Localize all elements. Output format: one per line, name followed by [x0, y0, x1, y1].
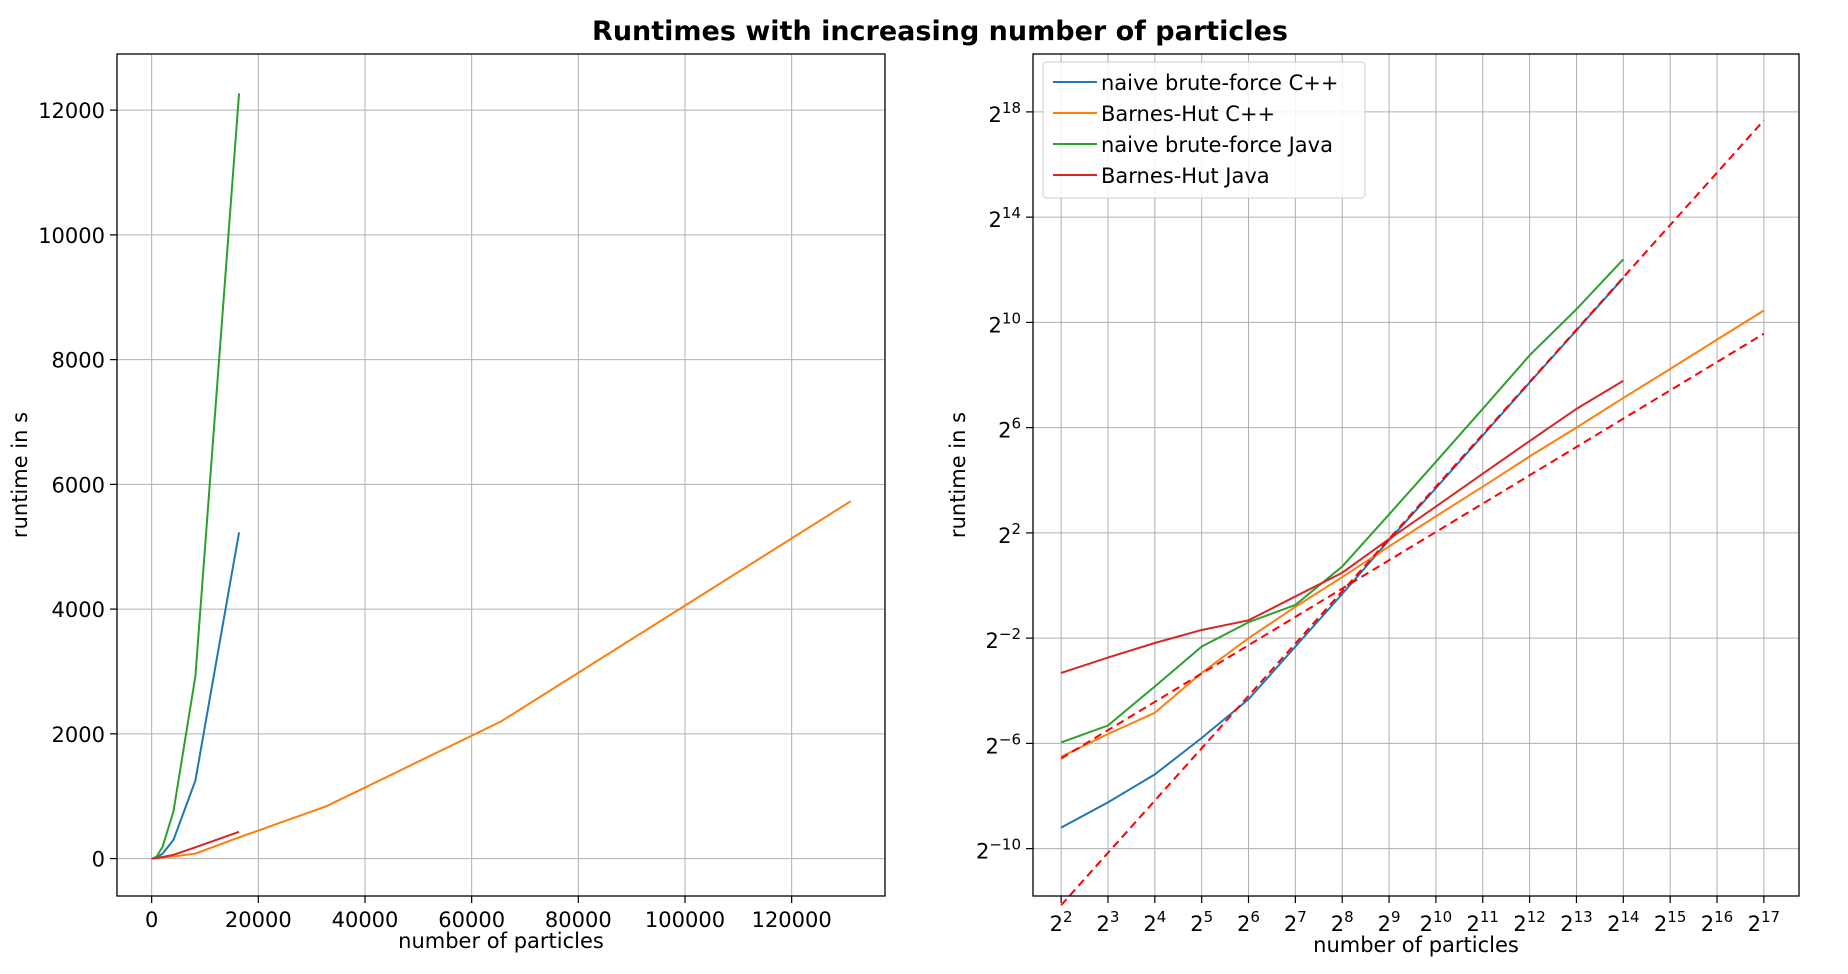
- left-y-axis-label: runtime in s: [8, 412, 32, 538]
- right-y-axis-label: runtime in s: [946, 412, 970, 538]
- left-y-tick-label: 10000: [38, 224, 105, 248]
- right-x-tick-label: 28: [1331, 908, 1354, 936]
- left-y-tick-label: 12000: [38, 99, 105, 123]
- left-axes-frame: [116, 53, 886, 897]
- legend-label-naive-java: naive brute-force Java: [1101, 133, 1333, 157]
- left-x-tick-label: 40000: [332, 908, 399, 932]
- legend-label-barnes-hut-java: Barnes-Hut Java: [1101, 164, 1270, 188]
- left-x-tick-label: 120000: [752, 908, 832, 932]
- right-series-line: [1060, 379, 1624, 674]
- left-series-line: [151, 500, 852, 860]
- left-x-tick-label: 100000: [645, 908, 725, 932]
- right-reference-lines: [1060, 119, 1765, 906]
- right-x-tick-label: 25: [1190, 908, 1213, 936]
- legend-label-naive-cpp: naive brute-force C++: [1101, 71, 1338, 95]
- right-x-tick-label: 23: [1096, 908, 1119, 936]
- left-series-lines: [151, 93, 852, 860]
- right-y-tick-label: 2−6: [986, 730, 1022, 758]
- right-x-tick-label: 215: [1654, 908, 1686, 936]
- linear-runtime-chart: 0 20000 40000 60000 80000 100000 120000 0 2000 40…: [8, 53, 886, 953]
- right-x-tick-label: 211: [1467, 908, 1499, 936]
- legend: naive brute-force C++ Barnes-Hut C++ nai…: [1042, 61, 1366, 199]
- right-x-tick-label: 214: [1607, 908, 1639, 936]
- left-y-tick-label: 8000: [52, 349, 105, 373]
- right-y-tick-label: 214: [989, 204, 1021, 232]
- log-runtime-chart: 22 23 24 25 26 27 28 29 210 211 212 213 214 215 216 217…: [946, 53, 1800, 957]
- right-y-tick-label: 26: [998, 415, 1021, 443]
- left-series-line: [151, 93, 241, 860]
- right-y-tick-label: 22: [998, 520, 1021, 548]
- left-y-tick-label: 0: [92, 848, 105, 872]
- right-x-tick-label: 27: [1284, 908, 1307, 936]
- right-x-tick-label: 217: [1748, 908, 1780, 936]
- left-series-line: [151, 830, 240, 860]
- right-x-tick-label: 213: [1560, 908, 1592, 936]
- right-series-lines: [1060, 258, 1765, 829]
- right-x-tick-label: 22: [1050, 908, 1073, 936]
- right-series-line: [1060, 258, 1625, 744]
- right-series-line: [1060, 309, 1765, 758]
- left-x-tick-label: 60000: [438, 908, 505, 932]
- right-y-tick-label: 218: [989, 99, 1021, 127]
- right-x-tick-label: 24: [1143, 908, 1166, 936]
- left-x-tick-label: 20000: [225, 908, 292, 932]
- right-tick-labels: 22 23 24 25 26 27 28 29 210 211 212 213 214 215 216 217…: [976, 99, 1780, 936]
- right-x-axis-label: number of particles: [1313, 933, 1519, 957]
- right-x-tick-label: 212: [1513, 908, 1545, 936]
- right-y-tick-label: 210: [989, 309, 1021, 337]
- right-x-tick-label: 210: [1420, 908, 1452, 936]
- right-reference-line: [1060, 119, 1765, 906]
- right-x-tick-label: 216: [1701, 908, 1733, 936]
- right-x-tick-label: 29: [1378, 908, 1401, 936]
- right-axes-frame: [1032, 53, 1800, 897]
- figure-title: Runtimes with increasing number of parti…: [592, 16, 1288, 47]
- right-y-tick-label: 2−10: [976, 836, 1021, 864]
- left-x-axis-label: number of particles: [398, 929, 604, 953]
- left-y-tick-label: 6000: [52, 473, 105, 497]
- left-grid: [117, 54, 885, 896]
- right-y-tick-label: 2−2: [986, 625, 1022, 653]
- right-reference-line: [1060, 332, 1765, 760]
- legend-box: [1042, 61, 1366, 199]
- left-series-line: [151, 532, 241, 860]
- left-x-tick-label: 80000: [545, 908, 612, 932]
- legend-label-barnes-hut-cpp: Barnes-Hut C++: [1101, 102, 1275, 126]
- right-series-line: [1060, 277, 1625, 829]
- left-tick-labels: 0 20000 40000 60000 80000 100000 120000 0 2000 40…: [38, 99, 832, 932]
- left-y-tick-label: 4000: [52, 598, 105, 622]
- left-y-tick-label: 2000: [52, 723, 105, 747]
- right-x-tick-label: 26: [1237, 908, 1260, 936]
- left-x-tick-label: 0: [145, 908, 158, 932]
